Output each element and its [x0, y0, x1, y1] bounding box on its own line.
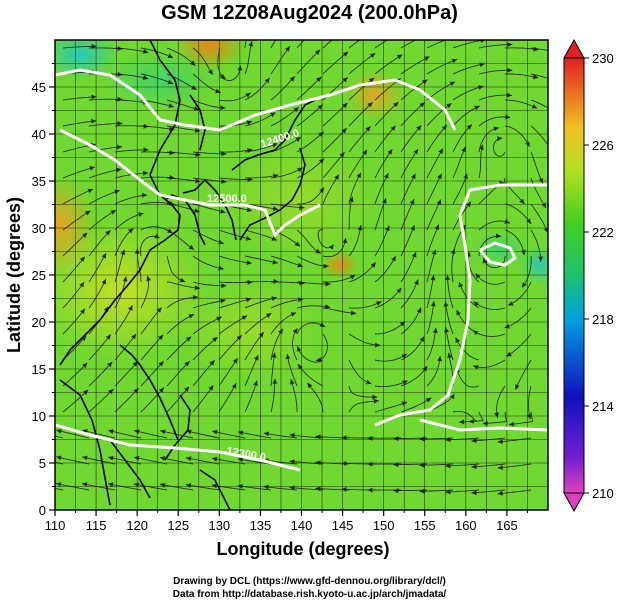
- temperature-shading: [55, 40, 548, 380]
- x-tick-label: 150: [373, 518, 395, 533]
- x-tick-label: 160: [455, 518, 477, 533]
- y-tick-label: 20: [32, 315, 46, 330]
- axes: 110 115 120 125 130 135 140 145 150 155 160 165 0 5 10…: [32, 63, 528, 533]
- y-tick-label: 45: [32, 80, 46, 95]
- y-tick-label: 35: [32, 174, 46, 189]
- colorbar-ticks: 230 226 222 218 214 210: [584, 51, 614, 501]
- colorbar-tick-label: 222: [592, 225, 614, 240]
- x-tick-label: 125: [167, 518, 189, 533]
- x-tick-label: 110: [45, 518, 66, 533]
- x-tick-label: 140: [291, 518, 313, 533]
- y-tick-label: 15: [32, 362, 46, 377]
- colorbar-tick-label: 218: [592, 312, 614, 327]
- colorbar-tick-label: 214: [592, 399, 614, 414]
- contour-label-12500: 12500.0: [207, 193, 247, 205]
- chart-title: GSM 12Z08Aug2024 (200.0hPa): [161, 2, 458, 24]
- credit-drawing: Drawing by DCL (https://www.gfd-dennou.o…: [173, 576, 446, 587]
- x-tick-label: 115: [86, 518, 107, 533]
- colorbar-tick-label: 210: [592, 486, 614, 501]
- x-tick-label: 155: [414, 518, 436, 533]
- grid-lines: [55, 40, 548, 510]
- y-tick-label: 0: [39, 503, 46, 518]
- x-axis-label: Longitude (degrees): [216, 539, 389, 559]
- streamlines: [55, 40, 548, 496]
- plot-area: [55, 40, 548, 510]
- height-contours: [55, 68, 548, 472]
- y-tick-label: 10: [32, 409, 46, 424]
- credits: Drawing by DCL (https://www.gfd-dennou.o…: [0, 575, 619, 601]
- y-axis-label: Latitude (degrees): [4, 197, 24, 353]
- y-tick-label: 5: [39, 456, 46, 471]
- x-tick-label: 165: [496, 518, 518, 533]
- x-tick-label: 120: [126, 518, 148, 533]
- colorbar-tick-label: 230: [592, 51, 614, 66]
- y-tick-label: 40: [32, 127, 46, 142]
- colorbar-tick-label: 226: [592, 138, 614, 153]
- colorbar: [563, 38, 585, 513]
- credit-data: Data from http://database.rish.kyoto-u.a…: [172, 589, 447, 600]
- y-tick-label: 25: [32, 268, 46, 283]
- y-tick-label: 30: [32, 221, 46, 236]
- x-tick-label: 130: [208, 518, 230, 533]
- x-tick-label: 135: [250, 518, 272, 533]
- x-tick-label: 145: [332, 518, 354, 533]
